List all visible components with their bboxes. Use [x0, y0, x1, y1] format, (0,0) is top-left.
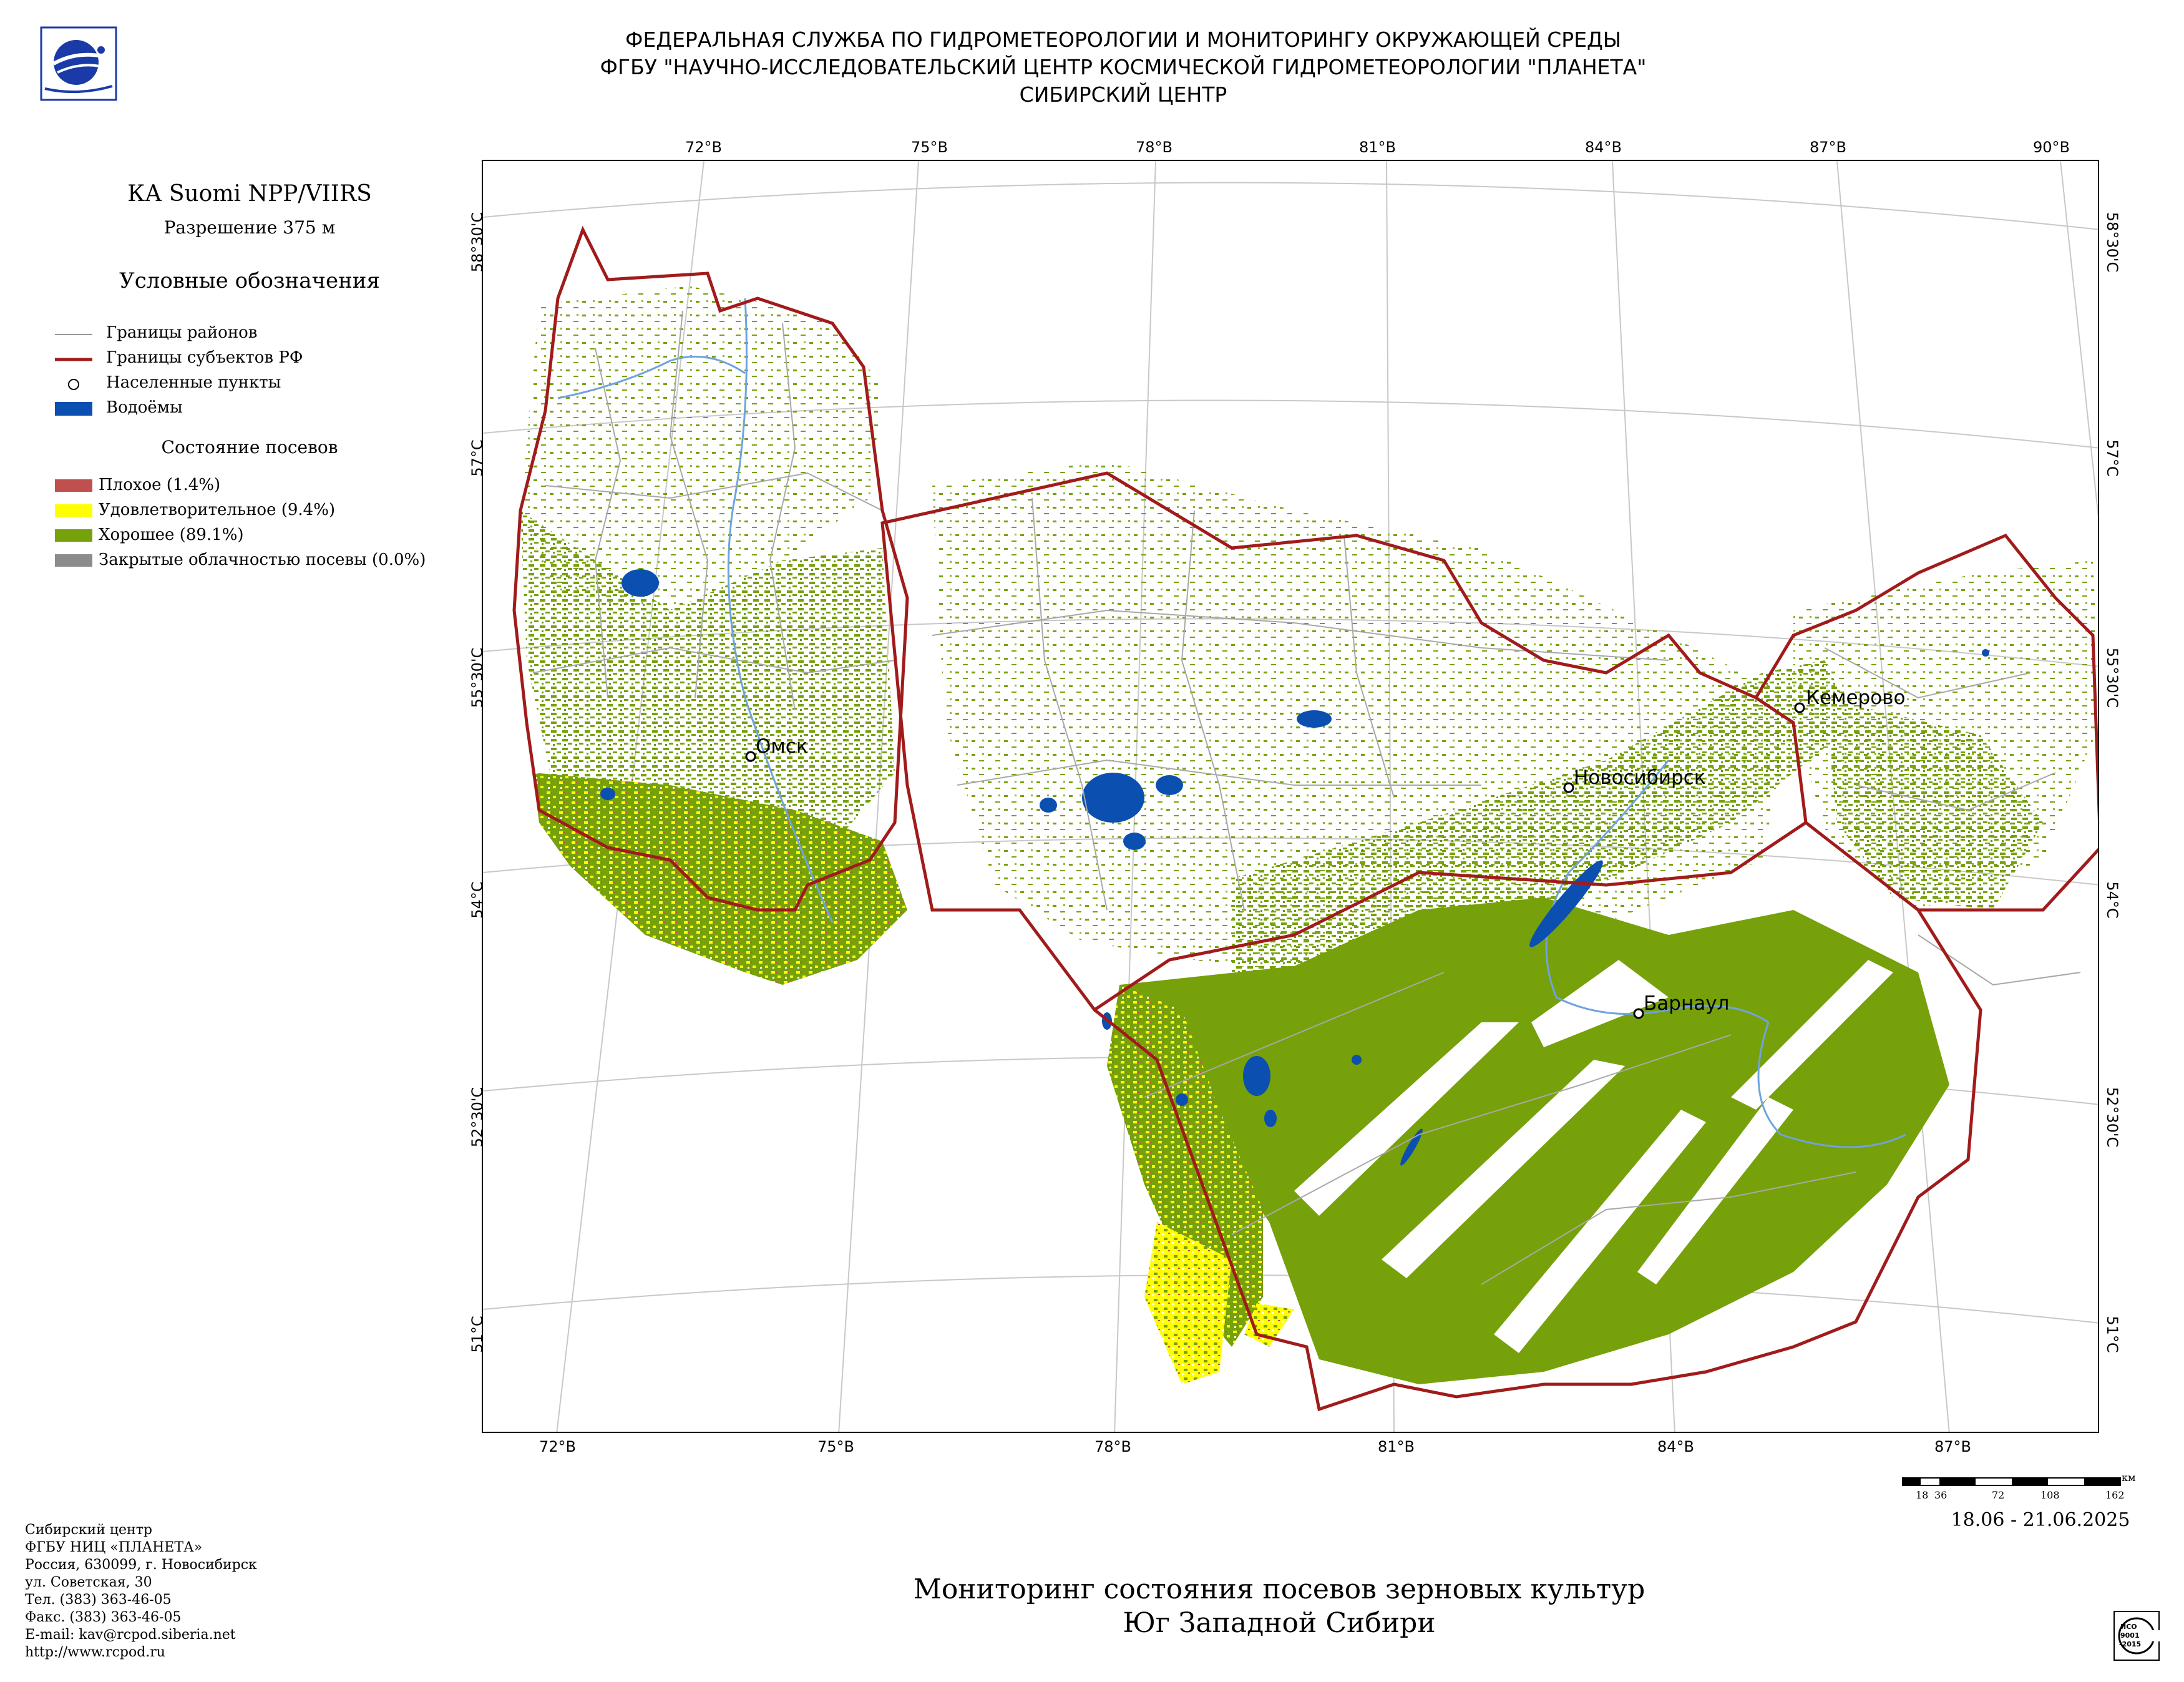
header-line-3: СИБИРСКИЙ ЦЕНТР	[1019, 82, 1227, 107]
scale-unit: км	[2122, 1472, 2136, 1484]
legend-item-settlements: Населенные пункты	[25, 372, 474, 397]
address-line: Сибирский центр	[25, 1522, 152, 1538]
lon-label-top: 75°В	[911, 139, 948, 156]
header-line-2: ФГБУ "НАУЧНО-ИССЛЕДОВАТЕЛЬСКИЙ ЦЕНТР КОС…	[600, 55, 1647, 79]
city-label-kemerovo: Кемерово	[1806, 687, 1906, 709]
crop-legend-cloud: Закрытые облачностью посевы (0.0%)	[25, 549, 474, 574]
legend-label: Населенные пункты	[106, 373, 281, 392]
city-label-novosibirsk: Новосибирск	[1574, 766, 1706, 789]
iso-text: ИСО	[2120, 1623, 2137, 1631]
address-line: http://www.rcpod.ru	[25, 1645, 165, 1660]
lat-label-right: 57°С	[2104, 439, 2121, 477]
scale-tick: 108	[2040, 1489, 2060, 1501]
planeta-logo-icon	[40, 26, 117, 101]
crop-map	[483, 161, 2098, 1432]
region-boundaries	[512, 225, 2098, 1412]
crop-label: Плохое (1.4%)	[99, 476, 221, 494]
scale-tick: 36	[1934, 1489, 1948, 1501]
crop-label: Хорошее (89.1%)	[99, 526, 244, 544]
header-line-1: ФЕДЕРАЛЬНАЯ СЛУЖБА ПО ГИДРОМЕТЕОРОЛОГИИ …	[625, 27, 1621, 52]
iso-certification-icon: ИСО 9001 -2015	[2113, 1610, 2160, 1661]
lon-label-bottom: 84°В	[1657, 1438, 1695, 1455]
address-line: E-mail: kav@rcpod.siberia.net	[25, 1627, 236, 1643]
legend-label: Границы субъектов РФ	[106, 348, 303, 367]
city-label-barnaul: Барнаул	[1644, 992, 1730, 1015]
swatch-good	[55, 529, 92, 542]
swatch-cloud	[55, 554, 92, 567]
iso-text: -2015	[2119, 1640, 2142, 1648]
lon-label-top: 81°В	[1359, 139, 1397, 156]
address-line: Россия, 630099, г. Новосибирск	[25, 1557, 257, 1573]
scale-tick: 162	[2105, 1489, 2125, 1501]
agency-header: ФЕДЕРАЛЬНАЯ СЛУЖБА ПО ГИДРОМЕТЕОРОЛОГИИ …	[499, 26, 1747, 109]
map-title-line-2: Юг Западной Сибири	[1123, 1607, 1436, 1639]
map-title-line-1: Мониторинг состояния посевов зерновых ку…	[913, 1573, 1645, 1605]
city-marker	[745, 751, 756, 762]
address-line: Факс. (383) 363-46-05	[25, 1610, 182, 1625]
iso-text: 9001	[2120, 1631, 2140, 1640]
scale-bar-graphic	[1901, 1477, 2121, 1486]
lon-label-bottom: 78°В	[1094, 1438, 1132, 1455]
crop-legend-good: Хорошее (89.1%)	[25, 524, 474, 549]
settlement-circle-icon	[68, 379, 79, 390]
district-line-icon	[55, 334, 92, 335]
crop-legend-satisfactory: Удовлетворительное (9.4%)	[25, 499, 474, 524]
scale-tick: 18	[1916, 1489, 1929, 1501]
crop-label: Удовлетворительное (9.4%)	[99, 501, 336, 519]
lon-label-bottom: 75°В	[817, 1438, 855, 1455]
lon-label-top: 78°В	[1136, 139, 1173, 156]
resolution-label: Разрешение 375 м	[163, 217, 336, 238]
contact-info: Сибирский центр ФГБУ НИЦ «ПЛАНЕТА» Росси…	[25, 1522, 399, 1661]
scale-bar: км 18 36 72 108 162	[1901, 1472, 2135, 1513]
rivers	[557, 298, 1906, 1148]
map-title: Мониторинг состояния посевов зерновых ку…	[749, 1573, 1810, 1640]
water-swatch-icon	[55, 402, 92, 416]
crop-legend-title: Состояние посевов	[161, 437, 338, 457]
map-frame: Омск Новосибирск Кемерово Барнаул	[482, 160, 2099, 1433]
swatch-satisfactory	[55, 504, 92, 517]
city-label-omsk: Омск	[756, 735, 808, 758]
satellite-name: КА Suomi NPP/VIIRS	[127, 181, 372, 207]
legend-item-district-borders: Границы районов	[25, 322, 474, 347]
lon-label-top: 90°В	[2033, 139, 2070, 156]
scale-tick: 72	[1992, 1489, 2005, 1501]
lat-label-right: 58°30'С	[2104, 212, 2121, 273]
lat-label-right: 51°С	[2104, 1316, 2121, 1353]
lon-label-top: 87°В	[1810, 139, 1847, 156]
legend-item-water: Водоёмы	[25, 397, 474, 422]
legend-label: Границы районов	[106, 323, 258, 342]
legend-title: Условные обозначения	[119, 268, 380, 293]
lon-label-top: 84°В	[1585, 139, 1622, 156]
swatch-bad	[55, 479, 92, 492]
lat-label-right: 55°30'С	[2104, 647, 2121, 708]
crop-legend-bad: Плохое (1.4%)	[25, 474, 474, 499]
date-range: 18.06 - 21.06.2025	[1951, 1509, 2130, 1531]
city-marker	[1794, 702, 1805, 713]
legend-label: Водоёмы	[106, 398, 183, 417]
legend-item-region-borders: Границы субъектов РФ	[25, 347, 474, 372]
lon-label-bottom: 72°В	[539, 1438, 577, 1455]
lat-label-right: 54°С	[2104, 881, 2121, 919]
address-line: ФГБУ НИЦ «ПЛАНЕТА»	[25, 1540, 203, 1555]
region-line-icon	[55, 358, 92, 361]
lon-label-bottom: 81°В	[1378, 1438, 1415, 1455]
city-markers	[745, 702, 1805, 1019]
crop-label: Закрытые облачностью посевы (0.0%)	[99, 550, 426, 569]
city-marker	[1633, 1008, 1644, 1019]
iso-badge-graphic	[2113, 1611, 2160, 1661]
city-marker	[1563, 782, 1574, 793]
lon-label-top: 72°В	[685, 139, 723, 156]
address-line: Тел. (383) 363-46-05	[25, 1592, 172, 1608]
lat-label-right: 52°30'С	[2104, 1087, 2121, 1148]
address-line: ул. Советская, 30	[25, 1575, 152, 1590]
crop-coverage	[520, 286, 2098, 1384]
lon-label-bottom: 87°В	[1934, 1438, 1972, 1455]
